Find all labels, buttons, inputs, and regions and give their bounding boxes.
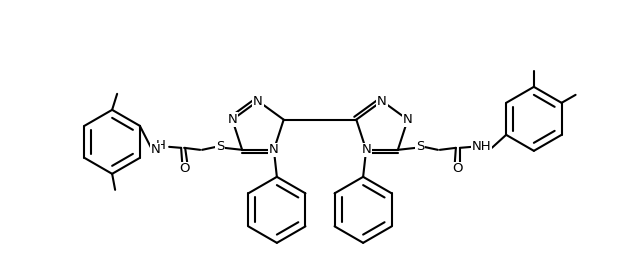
Text: H: H xyxy=(155,140,165,153)
Text: S: S xyxy=(216,140,224,153)
Text: N: N xyxy=(227,113,237,126)
Text: NH: NH xyxy=(472,140,492,153)
Text: S: S xyxy=(416,140,424,153)
Text: O: O xyxy=(452,162,463,175)
Text: H: H xyxy=(155,140,165,153)
Text: H: H xyxy=(156,139,166,152)
Text: N: N xyxy=(361,143,371,156)
Text: O: O xyxy=(179,162,190,175)
Text: N: N xyxy=(150,143,160,156)
Text: N: N xyxy=(403,113,413,126)
Text: N: N xyxy=(253,95,263,108)
Text: N: N xyxy=(269,143,279,156)
Text: N: N xyxy=(377,95,387,108)
